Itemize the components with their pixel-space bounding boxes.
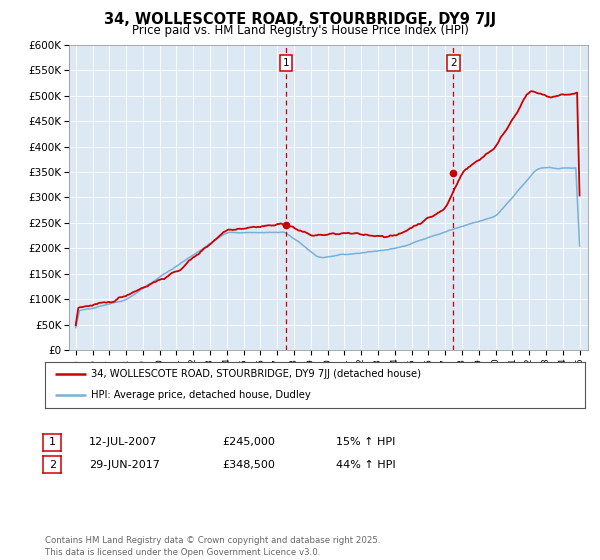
Text: Contains HM Land Registry data © Crown copyright and database right 2025.
This d: Contains HM Land Registry data © Crown c…: [45, 536, 380, 557]
Text: 44% ↑ HPI: 44% ↑ HPI: [336, 460, 395, 470]
Text: Price paid vs. HM Land Registry's House Price Index (HPI): Price paid vs. HM Land Registry's House …: [131, 24, 469, 37]
Text: £348,500: £348,500: [222, 460, 275, 470]
Text: 29-JUN-2017: 29-JUN-2017: [89, 460, 160, 470]
Text: 12-JUL-2007: 12-JUL-2007: [89, 437, 157, 447]
Text: 15% ↑ HPI: 15% ↑ HPI: [336, 437, 395, 447]
Text: 1: 1: [49, 437, 56, 447]
Text: 2: 2: [49, 460, 56, 470]
Text: £245,000: £245,000: [222, 437, 275, 447]
Text: 2: 2: [450, 58, 457, 68]
Text: 34, WOLLESCOTE ROAD, STOURBRIDGE, DY9 7JJ: 34, WOLLESCOTE ROAD, STOURBRIDGE, DY9 7J…: [104, 12, 496, 27]
Text: 34, WOLLESCOTE ROAD, STOURBRIDGE, DY9 7JJ (detached house): 34, WOLLESCOTE ROAD, STOURBRIDGE, DY9 7J…: [91, 369, 421, 379]
Text: HPI: Average price, detached house, Dudley: HPI: Average price, detached house, Dudl…: [91, 390, 311, 400]
Text: 1: 1: [283, 58, 289, 68]
